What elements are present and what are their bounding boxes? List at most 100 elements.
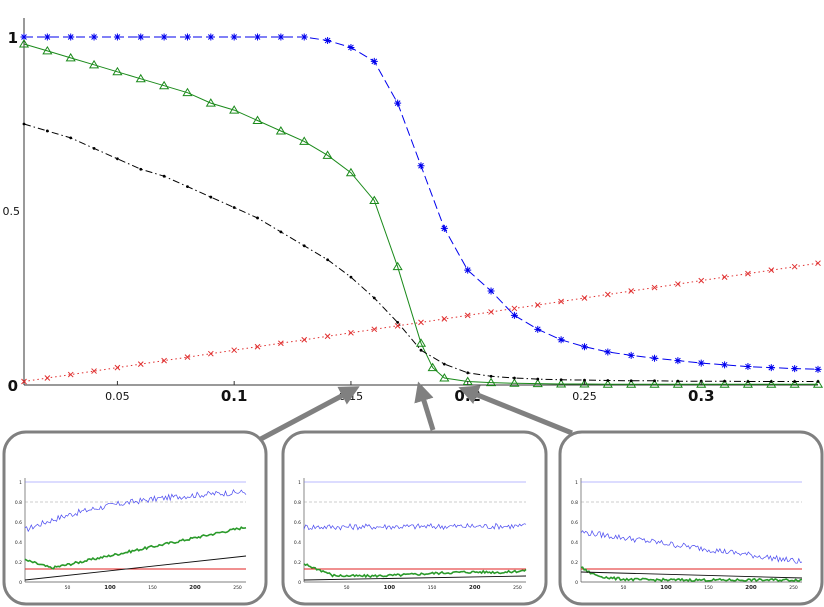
data-point [92, 146, 96, 150]
data-point [161, 357, 167, 364]
inset-x-tick-label: 250 [233, 585, 242, 591]
data-point [183, 33, 191, 41]
data-point [793, 380, 797, 383]
data-point [159, 80, 170, 90]
data-point [394, 322, 401, 329]
data-point [534, 302, 541, 308]
inset-green-trace [303, 563, 527, 579]
data-point [649, 379, 660, 388]
data-point [719, 379, 730, 388]
data-point [723, 379, 726, 383]
x-tick-label: 0.1 [221, 387, 248, 405]
data-point [559, 378, 563, 382]
y-tick-label: 0.5 [3, 205, 21, 218]
data-point [69, 136, 73, 140]
data-point [278, 340, 284, 347]
data-point [442, 362, 446, 366]
data-point [676, 379, 680, 383]
inset-green-trace [24, 526, 247, 570]
inset-y-tick-label: 0.4 [571, 540, 578, 546]
inset-x-tick-label: 50 [344, 585, 350, 591]
data-point [579, 378, 590, 388]
inset-y-tick-label: 0.4 [294, 540, 301, 546]
data-point [22, 122, 26, 126]
inset-x-tick-label: 50 [621, 585, 627, 591]
data-point [532, 378, 543, 388]
data-point [509, 378, 520, 387]
data-point [254, 33, 262, 41]
inset-y-tick-label: 0.8 [15, 500, 22, 506]
data-point [207, 33, 215, 41]
data-point [580, 343, 588, 351]
data-point [651, 284, 658, 291]
data-point [324, 36, 332, 44]
data-point [279, 230, 283, 234]
data-point [322, 150, 333, 159]
data-point [441, 316, 448, 322]
data-point [812, 379, 824, 388]
inset-arrow [414, 381, 436, 431]
data-point [135, 73, 146, 83]
data-point [558, 298, 564, 305]
data-point [696, 379, 707, 388]
data-point [45, 129, 49, 133]
data-point [466, 371, 470, 375]
data-point [769, 380, 773, 383]
data-point [767, 364, 775, 372]
inset-x-tick-label: 150 [148, 585, 157, 591]
x-tick-label: 0.25 [572, 390, 597, 403]
data-point [627, 351, 635, 359]
main-axes [23, 18, 818, 386]
data-point [372, 296, 376, 300]
data-point [160, 33, 168, 41]
data-point [302, 244, 306, 248]
data-point [672, 379, 683, 388]
data-point [721, 274, 728, 280]
data-point [417, 162, 425, 170]
inset-y-tick-label: 0.2 [294, 560, 301, 566]
data-point [42, 45, 53, 55]
main-plot: 0.05 0.1 0.15 0.2 0.25 0.300.51 [3, 18, 824, 405]
data-point [230, 33, 238, 41]
inset-frame [281, 430, 548, 606]
data-point [488, 309, 494, 315]
data-point [511, 305, 518, 312]
data-point [744, 363, 752, 371]
x-tick-label: 0.05 [105, 390, 130, 403]
inset-x-tick-label: 150 [704, 585, 713, 591]
data-point [205, 98, 216, 107]
data-point [791, 365, 799, 373]
data-point [604, 348, 612, 356]
data-point [746, 380, 750, 383]
data-point [485, 377, 497, 387]
data-point [186, 185, 189, 189]
inset-y-tick-label: 1 [19, 480, 22, 486]
inset-green-trace [580, 566, 803, 583]
data-point [487, 287, 495, 295]
data-point [534, 325, 542, 333]
data-point [300, 33, 308, 41]
data-point [277, 33, 285, 41]
inset-x-tick-label: 200 [745, 585, 757, 591]
inset-black-trace [580, 571, 803, 579]
data-point [418, 319, 424, 326]
data-point [371, 326, 378, 333]
inset-x-tick-label: 50 [65, 585, 71, 591]
data-point [67, 371, 74, 378]
inset-x-tick-label: 100 [104, 585, 116, 591]
data-point [675, 281, 681, 287]
data-point [90, 33, 98, 41]
data-point [326, 258, 329, 262]
data-point [674, 357, 682, 365]
data-point [768, 267, 775, 274]
data-point [439, 373, 450, 382]
data-point [44, 375, 51, 381]
inset-blue-trace [24, 489, 247, 533]
inset-x-tick-label: 100 [660, 585, 672, 591]
inset-y-tick-label: 1 [575, 480, 578, 486]
data-point [347, 43, 355, 51]
